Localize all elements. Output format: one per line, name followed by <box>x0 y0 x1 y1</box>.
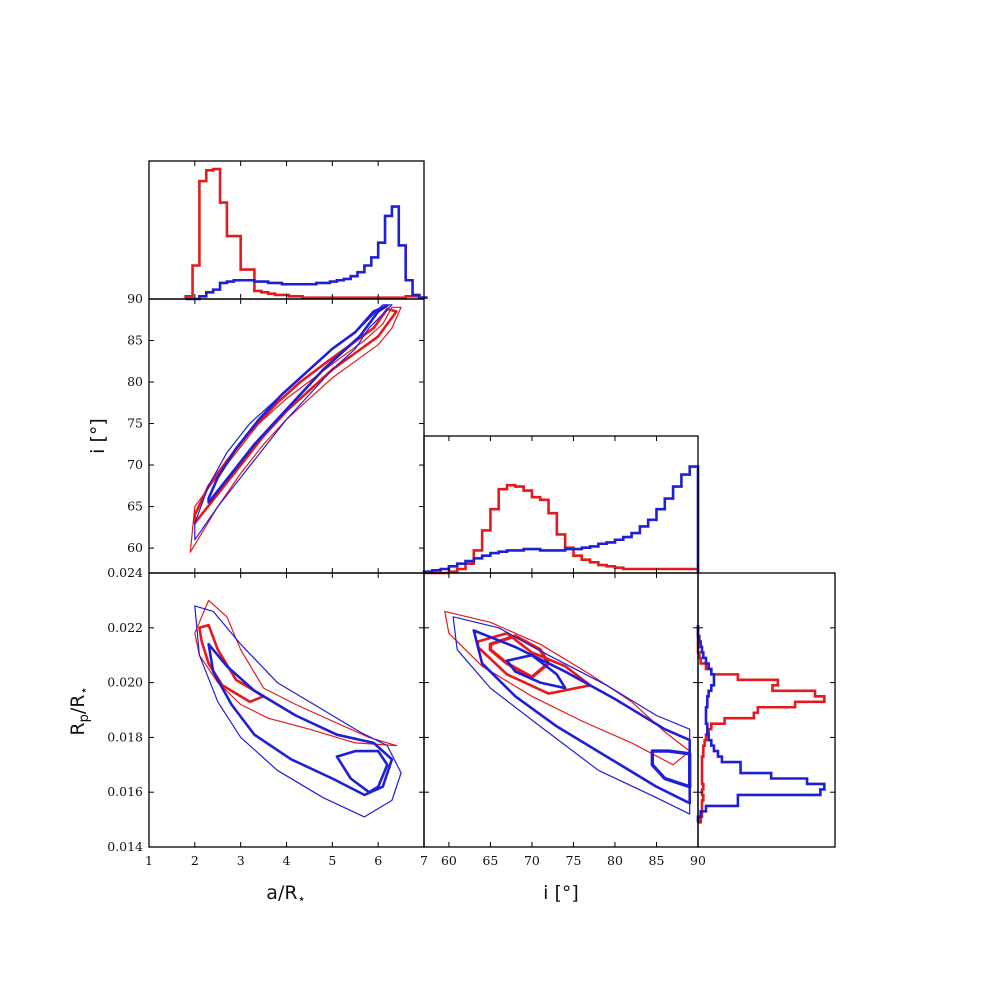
panel-frame-h_rp <box>697 572 836 848</box>
panel-frames <box>148 160 836 848</box>
rp-a-x-tick-label-2: 2 <box>191 853 199 868</box>
rp-a-y-tick-label-0.022: 0.022 <box>107 620 143 635</box>
contour-rp-vs-inc-blue-outer-3 <box>452 616 691 815</box>
rp-a-x-tick-label-7: 7 <box>420 853 428 868</box>
inc-a-y-tick-label-80: 80 <box>127 374 143 389</box>
histogram-rp-over-rstar-blue <box>696 625 826 823</box>
rp-a-x-tick-label-1: 1 <box>145 853 153 868</box>
inc-a-y-tick-label-60: 60 <box>127 540 143 555</box>
rp-a-y-tick-label-0.016: 0.016 <box>107 784 143 799</box>
panel-frame-h_aR <box>148 160 425 300</box>
rp-inc-x-tick-label-70: 70 <box>524 853 540 868</box>
contour-rp-vs-inc-blue-inner-5 <box>505 653 567 690</box>
rp-a-y-tick-label-0.024: 0.024 <box>107 565 143 580</box>
x-axis-label-a-over-rstar: a/R⋆ <box>266 882 305 907</box>
contour-rp-vs-a-red-outer-0 <box>194 599 398 747</box>
histogram-inclination-blue <box>422 465 700 573</box>
contour-inc-vs-a-red-outer-0 <box>189 306 402 553</box>
contour-inc-vs-a-red-inner-1 <box>193 307 398 525</box>
contour-rp-vs-a-blue-inner-4 <box>335 749 389 794</box>
histogram-a-over-rstar-red <box>184 167 428 299</box>
rp-inc-x-tick-label-75: 75 <box>566 853 582 868</box>
contour-rp-vs-a-blue-outer-2 <box>194 605 402 818</box>
rp-a-x-tick-label-6: 6 <box>374 853 382 868</box>
contour-rp-vs-a-blue-mid-3 <box>207 642 394 797</box>
contour-inc-vs-a-blue-inner-3 <box>207 304 389 504</box>
rp-a-x-tick-label-5: 5 <box>328 853 336 868</box>
x-axis-label-inclination: i [°] <box>543 882 579 904</box>
contour-rp-vs-a-red-inner-1 <box>198 623 265 704</box>
rp-inc-x-tick-label-80: 80 <box>607 853 623 868</box>
histogram-rp-over-rstar-red <box>696 625 826 824</box>
rp-a-y-tick-label-0.014: 0.014 <box>107 839 143 854</box>
axis-ticks: 1 2 3 4 5 6 7 60 65 70 75 80 85 90 60 65 70 75 80 85 90 0.014… <box>107 161 835 868</box>
rp-inc-x-tick-label-90: 90 <box>690 853 706 868</box>
rp-a-y-tick-label-0.020: 0.020 <box>107 675 143 690</box>
rp-inc-x-tick-label-65: 65 <box>482 853 498 868</box>
y-axis-label-inclination: i [°] <box>87 418 109 454</box>
inc-a-y-tick-label-85: 85 <box>127 333 143 348</box>
rp-inc-x-tick-label-85: 85 <box>649 853 665 868</box>
panel-frame-h_inc <box>423 435 699 574</box>
contour-rp-vs-inc-blue-mid-4 <box>472 629 691 805</box>
rp-a-x-tick-label-3: 3 <box>237 853 245 868</box>
histogram-a-over-rstar-blue <box>185 205 428 301</box>
contour-rp-vs-inc-red-core-2 <box>488 634 551 679</box>
rp-inc-x-tick-label-60: 60 <box>441 853 457 868</box>
contour-rp-vs-inc-blue-core-6 <box>650 749 692 789</box>
rp-a-y-tick-label-0.018: 0.018 <box>107 729 143 744</box>
y-axis-label-rp-over-rstar: Rp/R⋆ <box>67 686 92 735</box>
inc-a-y-tick-label-90: 90 <box>127 291 143 306</box>
inc-a-y-tick-label-65: 65 <box>127 499 143 514</box>
inc-a-y-tick-label-70: 70 <box>127 457 143 472</box>
panel-frame-r_inc <box>423 572 699 848</box>
rp-a-x-tick-label-4: 4 <box>283 853 291 868</box>
inc-a-y-tick-label-75: 75 <box>127 416 143 431</box>
plot-marks <box>184 167 826 824</box>
contour-inc-vs-a-blue-outer-2 <box>194 304 393 541</box>
